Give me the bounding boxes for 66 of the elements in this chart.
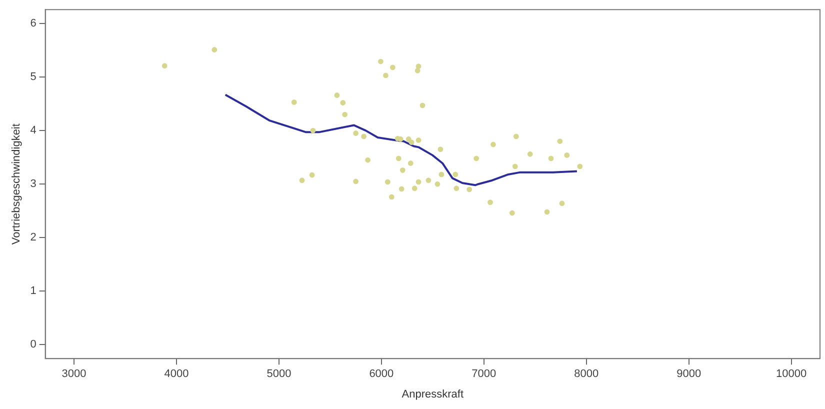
- point: [299, 178, 305, 184]
- point: [398, 186, 404, 192]
- x-tick-label: 3000: [62, 368, 86, 380]
- point: [406, 136, 412, 142]
- point: [416, 138, 422, 143]
- point: [414, 68, 420, 74]
- y-tick-label: 0: [30, 338, 36, 351]
- point: [396, 156, 402, 162]
- point: [400, 167, 406, 173]
- x-tick-label: 10000: [776, 368, 807, 380]
- point: [548, 156, 554, 162]
- point: [426, 178, 432, 184]
- point: [384, 179, 390, 185]
- point: [412, 186, 418, 192]
- point: [212, 47, 218, 52]
- point: [361, 134, 366, 140]
- point: [577, 164, 583, 170]
- y-tick-label: 4: [30, 124, 36, 137]
- point: [452, 172, 458, 178]
- point: [438, 172, 444, 178]
- point: [388, 194, 394, 200]
- point: [438, 146, 444, 152]
- point: [434, 181, 440, 187]
- point: [509, 210, 515, 216]
- point: [408, 140, 414, 146]
- y-tick-label: 5: [30, 71, 36, 84]
- y-tick-label: 1: [30, 285, 36, 298]
- point: [334, 92, 340, 98]
- x-tick-label: 8000: [574, 368, 599, 380]
- point: [474, 156, 480, 162]
- y-tick-label: 2: [30, 232, 36, 244]
- point: [378, 58, 384, 64]
- point: [488, 200, 493, 205]
- x-axis-title: Anpresskraft: [402, 388, 464, 400]
- point: [309, 172, 315, 178]
- point: [342, 112, 348, 118]
- point: [557, 138, 563, 144]
- x-tick-label: 6000: [369, 368, 394, 380]
- point: [408, 160, 414, 166]
- point: [527, 151, 533, 157]
- point: [353, 130, 359, 136]
- x-tick-label: 7000: [472, 368, 496, 380]
- point: [383, 72, 388, 78]
- point: [310, 128, 316, 134]
- point: [513, 134, 519, 140]
- point: [544, 209, 550, 215]
- point: [490, 142, 496, 148]
- x-tick-label: 4000: [164, 368, 189, 380]
- point: [390, 64, 396, 70]
- point: [559, 200, 565, 206]
- y-tick-label: 6: [30, 18, 36, 30]
- y-axis-title: Vortriebsgeschwindigkeit: [10, 124, 23, 245]
- x-tick-label: 9000: [676, 368, 702, 380]
- point: [340, 100, 346, 106]
- point: [454, 186, 460, 192]
- point: [291, 100, 297, 105]
- point: [466, 186, 472, 192]
- x-tick-label: 5000: [266, 368, 292, 380]
- y-tick-label: 3: [30, 178, 36, 190]
- point: [512, 164, 518, 170]
- point: [416, 179, 422, 185]
- point: [162, 63, 168, 69]
- point: [420, 102, 426, 108]
- point: [353, 178, 359, 184]
- point: [365, 157, 370, 163]
- point: [564, 152, 570, 158]
